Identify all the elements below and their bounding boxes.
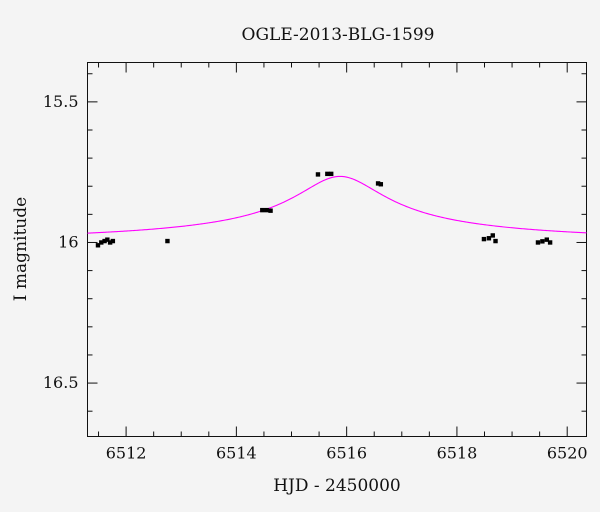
x-tick-label: 6518 xyxy=(437,444,478,463)
data-point xyxy=(99,240,104,245)
data-point xyxy=(486,236,492,241)
y-tick-label: 15.5 xyxy=(43,92,79,111)
model-curve xyxy=(87,175,587,234)
data-point xyxy=(325,171,330,177)
y-axis-label: I magnitude xyxy=(11,197,31,301)
data-point xyxy=(260,207,265,213)
data-point xyxy=(102,238,107,244)
chart-title: OGLE-2013-BLG-1599 xyxy=(242,25,435,45)
data-point xyxy=(540,239,545,244)
data-point xyxy=(105,237,110,242)
data-point xyxy=(315,172,321,177)
data-point xyxy=(375,181,381,186)
y-tick-label: 16.5 xyxy=(43,373,79,392)
data-points xyxy=(95,171,553,248)
x-tick-label: 6520 xyxy=(547,444,588,463)
tick-labels: 6512 6514 6516 6518 6520 15.5 16 16.5 xyxy=(43,92,588,463)
data-point xyxy=(165,238,170,244)
x-tick-label: 6516 xyxy=(326,444,367,463)
axis-ticks xyxy=(87,62,587,437)
data-point xyxy=(535,240,541,245)
data-point xyxy=(268,208,273,213)
data-point xyxy=(490,233,495,238)
y-tick-label: 16 xyxy=(58,232,78,251)
data-point xyxy=(481,236,487,242)
data-point xyxy=(95,243,101,248)
x-axis-label: HJD - 2450000 xyxy=(273,476,401,496)
x-tick-label: 6514 xyxy=(216,444,257,463)
data-point xyxy=(547,240,553,245)
data-point xyxy=(378,182,384,187)
data-point xyxy=(107,240,113,245)
plot-frame xyxy=(87,62,587,437)
x-tick-label: 6512 xyxy=(106,444,147,463)
data-point xyxy=(493,238,498,244)
data-point xyxy=(264,207,269,213)
data-point xyxy=(110,238,116,244)
data-point xyxy=(329,171,334,177)
data-point xyxy=(544,237,549,242)
